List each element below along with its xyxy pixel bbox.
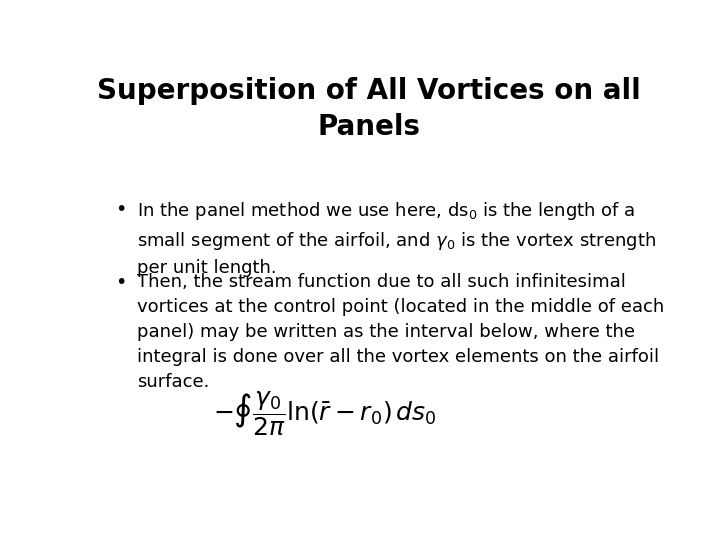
Text: $-\oint \dfrac{\gamma_0}{2\pi} \ln(\bar{r} - r_0)\,ds_0$: $-\oint \dfrac{\gamma_0}{2\pi} \ln(\bar{… <box>212 389 436 438</box>
Text: Then, the stream function due to all such infinitesimal
vortices at the control : Then, the stream function due to all suc… <box>138 273 665 391</box>
Text: In the panel method we use here, $\mathrm{ds}_0$ is the length of a
small segmen: In the panel method we use here, $\mathr… <box>138 200 657 277</box>
Text: •: • <box>115 200 127 219</box>
Text: Superposition of All Vortices on all
Panels: Superposition of All Vortices on all Pan… <box>97 77 641 141</box>
Text: •: • <box>115 273 127 292</box>
